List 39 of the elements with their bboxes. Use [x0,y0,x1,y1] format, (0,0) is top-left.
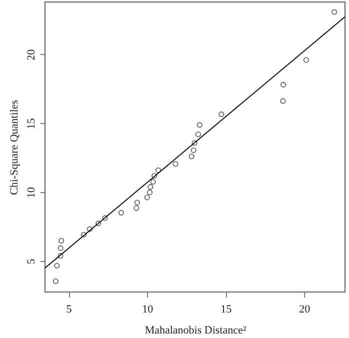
point [188,154,194,160]
point [58,245,64,251]
x-axis-title: Mahalanobis Distance² [144,324,247,336]
point [280,98,286,104]
point [192,140,198,146]
point [58,253,64,259]
point [195,132,201,137]
x-tick-label: 15 [220,304,232,316]
point [156,167,161,173]
point [134,205,140,211]
point [218,112,224,118]
point [54,262,60,268]
point [152,173,158,179]
x-tick-label: 10 [142,304,154,316]
point [118,210,124,216]
point [81,232,87,238]
point [58,238,64,244]
y-tick-label: 10 [26,186,38,198]
x-tick-label: 5 [66,304,72,316]
point [150,179,156,185]
y-tick-label: 5 [26,258,38,264]
point [134,200,140,206]
x-tick-label: 20 [299,304,311,316]
point [332,9,338,15]
point [52,278,58,284]
y-axis-title: Chi-Square Quantiles [8,100,20,196]
point [147,190,153,196]
point [87,226,93,232]
point [96,220,102,226]
point [148,184,154,190]
point [190,147,196,153]
point [102,215,108,221]
point [280,82,286,88]
y-tick-label: 20 [26,48,38,60]
y-tick-label: 15 [26,118,38,130]
point [172,161,178,167]
point [196,122,202,128]
point [144,194,150,200]
point [303,57,309,63]
